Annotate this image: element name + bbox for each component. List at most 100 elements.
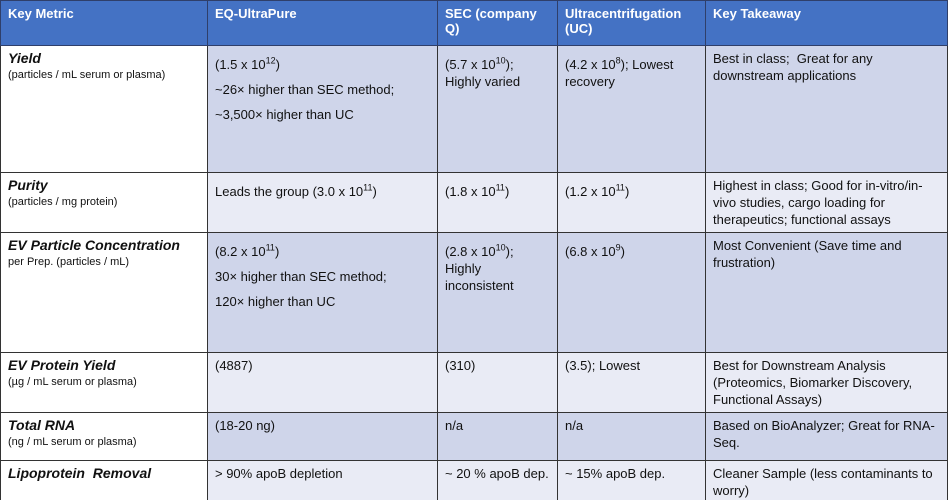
cell-text: ) [274,244,280,259]
cell-line: (1.5 x 1012) [215,56,430,73]
cell-line: (4887) [215,357,430,374]
metric-title: Yield [8,50,41,66]
cell-text: ); Lowest recovery [565,57,677,89]
superscript: 12 [265,55,276,66]
cell-line: Based on BioAnalyzer; Great for RNA-Seq. [713,417,940,451]
metric-subtitle: (µg / mL serum or plasma) [8,376,137,388]
data-cell: (4.2 x 108); Lowest recovery [557,45,706,173]
cell-line: > 90% apoB depletion [215,465,430,482]
data-cell: Highest in class; Good for in-vitro/in-v… [705,172,948,233]
metric-title: Lipoprotein Removal [8,465,152,481]
cell-text: ) [372,184,377,199]
cell-line: ~3,500× higher than UC [215,106,430,123]
metric-subtitle: per Prep. (particles / mL) [8,256,130,268]
cell-line: (2.8 x 1010); Highly inconsistent [445,243,550,294]
table-row: Lipoprotein Removal > 90% apoB depletion ~… [0,460,948,500]
data-cell: (2.8 x 1010); Highly inconsistent [437,232,558,353]
metric-title: Purity [8,177,48,193]
metric-cell: Total RNA (ng / mL serum or plasma) [0,412,208,461]
metric-cell: Lipoprotein Removal [0,460,208,500]
cell-text: Most Convenient (Save time and frustrati… [713,238,906,270]
header-cell: EQ-UltraPure [207,0,438,46]
cell-text: ~3,500× higher than UC [215,107,354,122]
data-cell: (8.2 x 1011) 30× higher than SEC method; 1… [207,232,438,353]
data-cell: ~ 20 % apoB dep. [437,460,558,500]
cell-text: ) [504,184,510,199]
data-cell: (6.8 x 109) [557,232,706,353]
cell-text: (310) [445,358,476,373]
cell-text: (6.8 x 10 [565,244,616,259]
cell-line: (3.5); Lowest [565,357,698,374]
cell-text: > 90% apoB depletion [215,466,343,481]
cell-line: ~ 15% apoB dep. [565,465,698,482]
cell-text: (3.5); Lowest [565,358,641,373]
cell-line: (6.8 x 109) [565,243,698,260]
cell-line: 120× higher than UC [215,293,430,310]
superscript: 8 [615,55,621,66]
data-cell: (310) [437,352,558,413]
data-cell: (4887) [207,352,438,413]
data-cell: (1.5 x 1012) ~26× higher than SEC method;… [207,45,438,173]
cell-line: Highest in class; Good for in-vitro/in-v… [713,177,940,228]
cell-text: Best for Downstream Analysis (Proteomics… [713,358,916,407]
data-cell: Cleaner Sample (less contaminants to wor… [705,460,948,500]
cell-text: (4.2 x 10 [565,57,616,72]
metric-cell: Yield (particles / mL serum or plasma) [0,45,208,173]
data-cell: n/a [557,412,706,461]
cell-line: (1.8 x 1011) [445,183,550,200]
cell-text: 30× higher than SEC method; [215,269,387,284]
data-cell: (1.8 x 1011) [437,172,558,233]
metric-cell: Purity (particles / mg protein) [0,172,208,233]
cell-text: ~ 20 % apoB dep. [445,466,549,481]
cell-line: (8.2 x 1011) [215,243,430,260]
cell-line: Most Convenient (Save time and frustrati… [713,237,940,271]
data-cell: ~ 15% apoB dep. [557,460,706,500]
superscript: 9 [615,242,621,253]
cell-line: ~ 20 % apoB dep. [445,465,550,482]
cell-text: ) [275,57,280,72]
metric-subtitle: (ng / mL serum or plasma) [8,436,137,448]
metric-cell: EV Protein Yield (µg / mL serum or plasma… [0,352,208,413]
data-cell: (1.2 x 1011) [557,172,706,233]
data-cell: Leads the group (3.0 x 1011) [207,172,438,233]
cell-line: ~26× higher than SEC method; [215,81,430,98]
data-cell: n/a [437,412,558,461]
metric-title: Total RNA [8,417,76,433]
cell-line: Leads the group (3.0 x 1011) [215,183,430,200]
cell-text: 120× higher than UC [215,294,336,309]
cell-text: (1.2 x 10 [565,184,616,199]
cell-text: n/a [445,418,464,433]
superscript: 11 [265,242,275,253]
cell-line: 30× higher than SEC method; [215,268,430,285]
cell-text: (2.8 x 10 [445,244,496,259]
cell-line: (18-20 ng) [215,417,430,434]
metric-cell: EV Particle Concentration per Prep. (part… [0,232,208,353]
data-cell: (18-20 ng) [207,412,438,461]
cell-text: (4887) [215,358,253,373]
cell-line: (1.2 x 1011) [565,183,698,200]
superscript: 11 [363,182,373,193]
metric-subtitle: (particles / mg protein) [8,196,118,208]
cell-text: n/a [565,418,584,433]
header-row: Key Metric EQ-UltraPure SEC (company Q) Ult… [0,0,948,46]
header-cell: SEC (company Q) [437,0,558,46]
superscript: 10 [495,242,506,253]
cell-line: Cleaner Sample (less contaminants to wor… [713,465,940,499]
cell-text: (5.7 x 10 [445,57,496,72]
data-cell: Based on BioAnalyzer; Great for RNA-Seq. [705,412,948,461]
cell-text: Leads the group (3.0 x 10 [215,184,364,199]
data-cell: Best for Downstream Analysis (Proteomics… [705,352,948,413]
header-cell: Ultracentrifugation (UC) [557,0,706,46]
cell-text: (1.5 x 10 [215,57,266,72]
cell-text: ~26× higher than SEC method; [215,82,395,97]
table-row: Purity (particles / mg protein) Leads the … [0,172,948,233]
cell-text: ) [620,244,625,259]
header-cell: Key Takeaway [705,0,948,46]
cell-line: (310) [445,357,550,374]
data-cell: (3.5); Lowest [557,352,706,413]
header-cell: Key Metric [0,0,208,46]
data-cell: Most Convenient (Save time and frustrati… [705,232,948,353]
cell-text: (1.8 x 10 [445,184,496,199]
